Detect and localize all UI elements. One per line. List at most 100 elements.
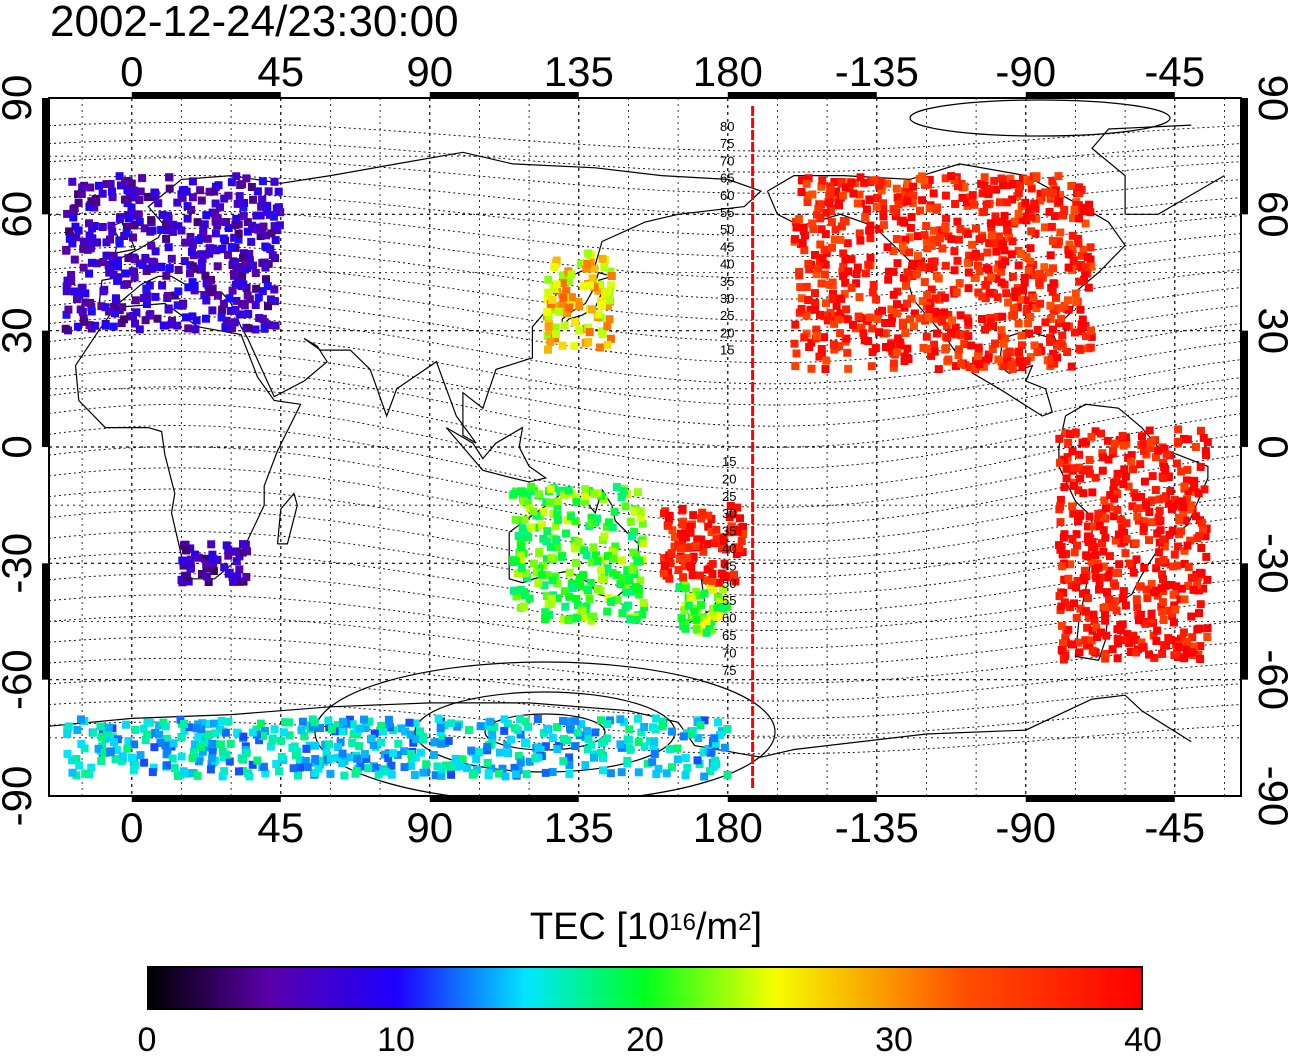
- tec-cell: [245, 250, 254, 258]
- tec-cell: [675, 534, 684, 543]
- tec-cell: [1067, 182, 1076, 190]
- tec-cell: [739, 529, 747, 538]
- tec-cell: [817, 345, 826, 353]
- tec-cell: [1045, 268, 1054, 277]
- tec-cell: [560, 587, 569, 596]
- tec-cell: [570, 544, 579, 553]
- tec-cell: [416, 727, 424, 736]
- tec-cell: [520, 602, 529, 611]
- tec-cell: [544, 288, 553, 297]
- tec-cell: [245, 256, 254, 265]
- tec-cell: [1041, 318, 1050, 327]
- tec-cell: [964, 332, 973, 341]
- tec-cell: [169, 739, 178, 748]
- tec-cell: [188, 262, 197, 271]
- tec-cell: [213, 221, 222, 230]
- tec-cell: [616, 715, 625, 724]
- tec-cell: [97, 757, 106, 765]
- tec-cell: [98, 223, 107, 231]
- tec-cell: [150, 258, 159, 267]
- tec-cell: [1121, 636, 1130, 645]
- tec-cell: [558, 279, 567, 288]
- tec-cell: [934, 274, 943, 283]
- mlat-contour: [314, 661, 776, 796]
- tec-cell: [571, 318, 579, 327]
- tec-cell: [879, 199, 887, 208]
- tec-cell: [430, 738, 439, 747]
- tec-cell: [608, 568, 617, 577]
- tec-cell: [325, 740, 334, 749]
- tec-cell: [616, 740, 625, 749]
- tec-cell: [559, 757, 568, 766]
- tec-cell: [1068, 447, 1077, 456]
- tec-cell: [822, 299, 830, 308]
- mlat-contour: [49, 333, 1241, 406]
- colorbar-tick-label: 0: [137, 1021, 157, 1059]
- tec-cell: [1196, 642, 1205, 651]
- tec-cell: [1071, 428, 1080, 437]
- tec-cell: [136, 751, 145, 760]
- tec-cell: [948, 316, 956, 325]
- tec-cell: [920, 278, 929, 287]
- tec-cell: [1170, 550, 1179, 559]
- tec-cell: [912, 263, 921, 272]
- tec-cell: [1160, 445, 1169, 453]
- tec-cell: [800, 333, 809, 342]
- tec-cell: [665, 511, 674, 520]
- tec-cell: [797, 304, 806, 313]
- tec-cell: [495, 769, 503, 778]
- tec-cell: [194, 757, 203, 766]
- tec-cell: [548, 594, 557, 603]
- tec-cell: [1008, 179, 1017, 188]
- tec-cell: [547, 599, 556, 608]
- tec-cell: [1069, 256, 1078, 265]
- tec-cell: [79, 263, 88, 272]
- tec-cell: [637, 728, 646, 737]
- tec-cell: [1203, 575, 1212, 584]
- tec-cell: [993, 293, 1002, 302]
- tec-cell: [109, 251, 118, 260]
- tec-cell: [844, 267, 853, 276]
- tec-cell: [990, 176, 999, 185]
- tec-cell: [1068, 231, 1077, 240]
- tec-cell: [1197, 518, 1206, 527]
- tec-cell: [1059, 639, 1067, 648]
- tec-cell: [970, 200, 979, 209]
- tec-cell: [247, 237, 256, 246]
- tec-cell: [523, 491, 532, 500]
- tec-cell: [889, 290, 898, 299]
- tec-cell: [927, 241, 936, 250]
- tec-cell: [1053, 341, 1061, 350]
- tec-cell: [1081, 263, 1090, 272]
- tec-cell: [714, 593, 723, 602]
- tec-cell: [115, 172, 124, 181]
- tec-cell: [168, 227, 177, 236]
- tec-cell: [922, 222, 931, 230]
- tec-cell: [915, 174, 924, 183]
- tec-cell: [311, 769, 320, 778]
- tec-cell: [65, 227, 74, 236]
- tec-cell: [583, 745, 592, 754]
- tec-cell: [522, 770, 531, 779]
- tec-cell: [895, 338, 904, 347]
- tec-cell: [109, 322, 118, 331]
- tec-cell: [1174, 425, 1183, 434]
- tec-cell: [553, 502, 562, 511]
- tec-cell: [577, 720, 586, 729]
- tec-cell: [1113, 635, 1122, 644]
- tec-cell: [271, 321, 280, 330]
- tec-cell: [239, 540, 247, 549]
- tec-cell: [447, 770, 456, 779]
- tec-cell: [410, 771, 419, 779]
- tec-cell: [72, 233, 81, 242]
- tec-cell: [74, 226, 83, 235]
- tec-cell: [836, 329, 845, 338]
- tec-cell: [1057, 340, 1066, 349]
- tec-cell: [801, 231, 809, 240]
- tec-cell: [1070, 328, 1079, 337]
- latitude-label: 30: [0, 307, 40, 354]
- tec-cell: [825, 280, 834, 289]
- tec-cell: [240, 199, 249, 207]
- tec-cell: [1032, 214, 1041, 223]
- frame-tick-bar: [429, 92, 579, 98]
